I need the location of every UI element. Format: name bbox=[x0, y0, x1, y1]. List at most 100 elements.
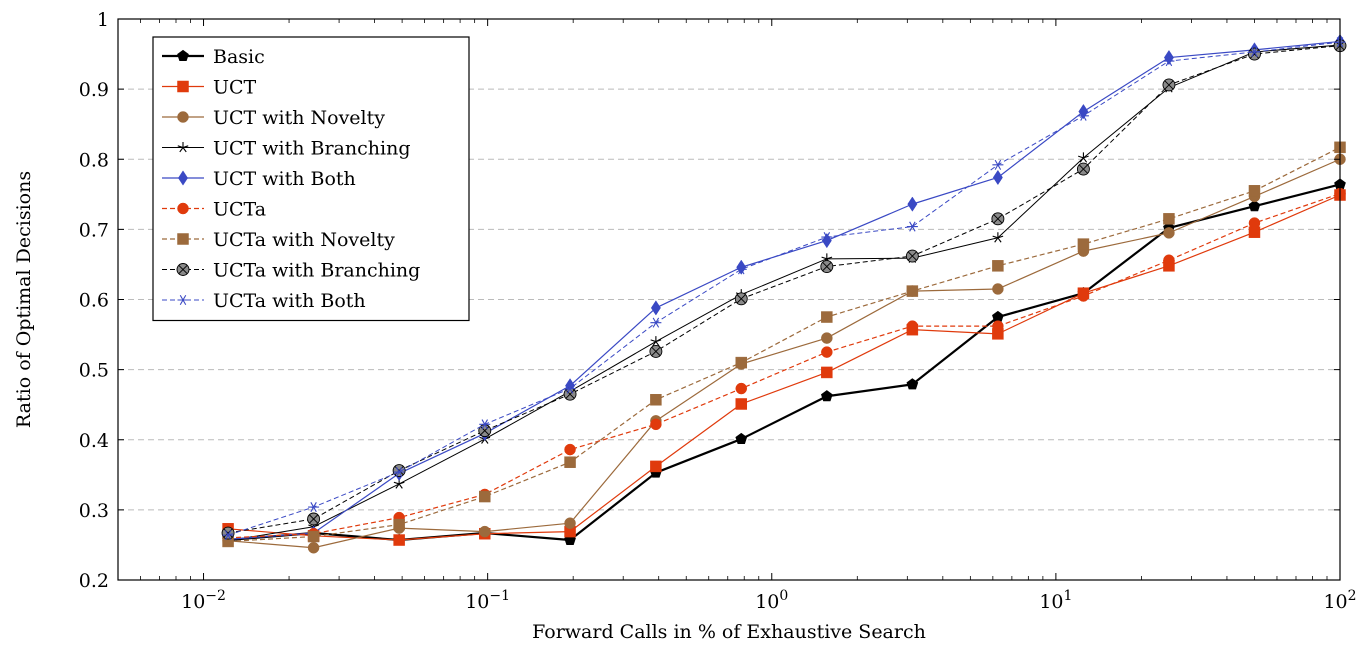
legend-label: UCTa with Branching bbox=[213, 260, 420, 282]
legend-label: UCTa bbox=[213, 199, 266, 221]
data-point bbox=[393, 478, 405, 489]
series-ucta-with-both bbox=[222, 37, 1346, 541]
legend-marker bbox=[177, 233, 189, 245]
legend-item: UCT with Novelty bbox=[162, 107, 385, 129]
legend-marker bbox=[177, 294, 189, 306]
legend: Basic UCT UCT with Novelty UCT with Branchi… bbox=[152, 36, 470, 322]
data-point bbox=[307, 541, 320, 554]
data-point bbox=[735, 356, 748, 369]
data-point bbox=[650, 394, 662, 406]
data-point bbox=[393, 518, 405, 531]
legend-item: UCTa bbox=[162, 199, 266, 221]
data-point bbox=[1163, 227, 1175, 239]
legend-label: UCT with Both bbox=[213, 168, 356, 190]
data-point bbox=[905, 249, 919, 263]
data-point bbox=[991, 212, 1005, 226]
legend-label: UCTa with Novelty bbox=[213, 229, 395, 251]
data-point bbox=[906, 378, 919, 390]
data-point bbox=[992, 159, 1004, 170]
legend-item: UCT with Both bbox=[162, 168, 356, 190]
y-tick-label: 1 bbox=[97, 9, 109, 31]
data-point bbox=[1162, 78, 1176, 92]
data-point bbox=[222, 530, 234, 541]
data-point bbox=[1077, 110, 1089, 121]
y-tick-label: 0.3 bbox=[79, 500, 109, 522]
data-point bbox=[650, 336, 662, 347]
data-point bbox=[735, 398, 748, 410]
data-point bbox=[820, 390, 833, 402]
data-point bbox=[821, 332, 833, 344]
data-point bbox=[906, 285, 919, 297]
data-point bbox=[992, 320, 1004, 332]
legend-marker bbox=[177, 202, 189, 215]
data-point bbox=[821, 346, 833, 358]
data-point bbox=[736, 259, 747, 275]
data-point bbox=[307, 512, 321, 526]
legend-label: Basic bbox=[213, 46, 265, 68]
data-point bbox=[1248, 200, 1261, 212]
data-point bbox=[992, 232, 1004, 243]
data-point bbox=[649, 344, 663, 358]
data-point bbox=[821, 311, 833, 323]
y-tick-label: 0.2 bbox=[79, 570, 109, 592]
legend-marker bbox=[176, 263, 190, 276]
x-tick-label: 102 bbox=[1323, 588, 1356, 613]
data-point bbox=[393, 534, 405, 546]
data-point bbox=[392, 464, 406, 478]
legend-label: UCT with Branching bbox=[213, 138, 410, 160]
series-line bbox=[227, 45, 1341, 534]
ticks: 0.2 0.3 0.4 0.5 0.6 0.7 0.8 0.9 1 10−2 10−1 100 101 1… bbox=[79, 9, 1357, 613]
data-point bbox=[1163, 56, 1175, 67]
data-point bbox=[1334, 37, 1346, 48]
y-tick-label: 0.5 bbox=[79, 360, 109, 382]
data-point bbox=[1076, 162, 1090, 176]
data-point bbox=[821, 366, 833, 379]
data-point bbox=[650, 300, 661, 316]
series-line bbox=[227, 44, 1341, 542]
data-point bbox=[1077, 238, 1090, 250]
data-point bbox=[1248, 217, 1261, 229]
data-point bbox=[478, 424, 492, 438]
legend-marker bbox=[177, 80, 189, 93]
x-tick-label: 100 bbox=[755, 588, 788, 613]
data-point bbox=[735, 382, 748, 395]
data-point bbox=[1077, 290, 1090, 302]
data-point bbox=[906, 221, 918, 232]
data-point bbox=[1163, 254, 1175, 266]
series-line bbox=[228, 158, 1341, 549]
x-tick-label: 10−2 bbox=[181, 588, 226, 613]
legend-box bbox=[152, 36, 470, 322]
data-point bbox=[393, 466, 405, 478]
legend-marker bbox=[177, 111, 189, 123]
data-point bbox=[564, 456, 576, 468]
data-point bbox=[479, 490, 491, 503]
y-tick-label: 0.4 bbox=[79, 430, 109, 452]
series-line bbox=[228, 193, 1341, 539]
data-point bbox=[650, 317, 662, 328]
data-point bbox=[1163, 49, 1174, 66]
x-tick-label: 101 bbox=[1039, 588, 1072, 613]
legend-label: UCTa with Both bbox=[213, 290, 366, 312]
data-point bbox=[1078, 103, 1089, 120]
data-point bbox=[308, 502, 320, 513]
series-layer bbox=[221, 33, 1347, 554]
legend-item: UCT with Branching bbox=[162, 138, 410, 160]
data-point bbox=[992, 310, 1004, 323]
data-point bbox=[821, 232, 833, 243]
data-point bbox=[992, 260, 1004, 272]
legend-item: UCT bbox=[162, 77, 257, 99]
data-point bbox=[735, 264, 747, 275]
data-point bbox=[1248, 185, 1261, 197]
series-line bbox=[228, 194, 1341, 541]
y-tick-label: 0.8 bbox=[79, 149, 109, 171]
legend-marker bbox=[178, 170, 188, 186]
data-point bbox=[906, 320, 919, 332]
data-point bbox=[907, 196, 918, 212]
data-point bbox=[564, 517, 576, 529]
legend-marker bbox=[177, 49, 189, 61]
legend-item: Basic bbox=[162, 46, 265, 68]
legend-label: UCT bbox=[213, 77, 257, 99]
series-line bbox=[228, 40, 1341, 540]
